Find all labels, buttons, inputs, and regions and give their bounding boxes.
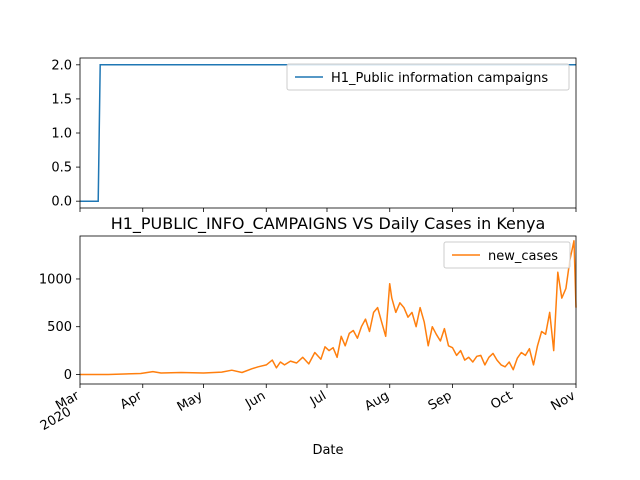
- bottom-x-tick-label: Nov: [549, 388, 579, 414]
- bottom-x-tick-label: Jun: [242, 388, 268, 412]
- bottom-x-tick-label: Sep: [426, 388, 455, 413]
- bottom-x-tick-sublabel: 2020: [38, 404, 74, 434]
- bottom-legend-box: [443, 241, 571, 269]
- bottom-y-tick-label: 0: [64, 368, 72, 383]
- bottom-series-line: [80, 240, 577, 376]
- top-legend-label: H1_Public information campaigns: [331, 71, 548, 86]
- top-y-tick-label: 0.5: [51, 161, 72, 176]
- bottom-x-tick-label: Apr: [118, 388, 146, 413]
- top-chart: 0.0 0.5 1.0 1.5 2.0 H1_Public information ca…: [51, 57, 577, 212]
- bottom-x-tick-label: Oct: [488, 388, 515, 412]
- bottom-x-tick-label: Jul: [307, 388, 329, 409]
- bottom-chart-title: H1_PUBLIC_INFO_CAMPAIGNS VS Daily Cases …: [111, 214, 546, 234]
- bottom-y-tick-label: 500: [47, 320, 72, 335]
- top-legend: H1_Public information campaigns: [286, 63, 570, 91]
- bottom-legend: new_cases: [443, 241, 571, 269]
- top-y-tick-label: 2.0: [51, 58, 72, 73]
- bottom-series-group: [80, 240, 577, 376]
- top-y-tick-label: 1.0: [51, 127, 72, 142]
- top-plot-frame: [79, 57, 577, 209]
- bottom-x-tick-label: Aug: [362, 388, 391, 414]
- bottom-x-axis-label: Date: [312, 443, 343, 458]
- bottom-chart: H1_PUBLIC_INFO_CAMPAIGNS VS Daily Cases …: [38, 214, 578, 458]
- top-y-ticks: 0.0 0.5 1.0 1.5 2.0: [51, 58, 80, 210]
- bottom-y-ticks: 0 500 1000: [39, 272, 80, 383]
- top-y-tick-label: 1.5: [51, 92, 72, 107]
- top-legend-box: [286, 63, 570, 91]
- bottom-y-tick-label: 1000: [39, 272, 72, 287]
- bottom-x-tick-label: May: [175, 388, 206, 415]
- top-x-ticks: [79, 208, 577, 212]
- top-y-tick-label: 0.0: [51, 195, 72, 210]
- bottom-plot-frame: [79, 235, 577, 385]
- bottom-legend-label: new_cases: [488, 249, 558, 264]
